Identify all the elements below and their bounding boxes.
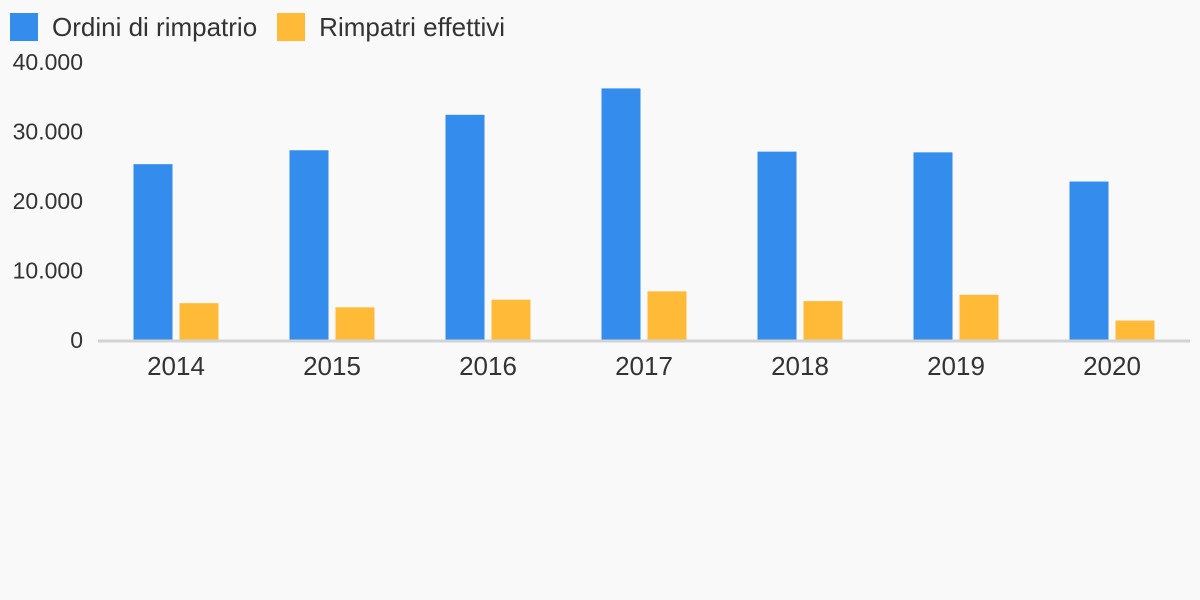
bar-ordini (913, 152, 953, 340)
bar-ordini (133, 164, 173, 340)
bar-ordini (757, 151, 797, 340)
bar-rimpatri (647, 291, 687, 340)
bar-ordini (1069, 181, 1109, 340)
bar-ordini (601, 88, 641, 340)
bar-ordini (289, 150, 329, 340)
legend-item-ordini: Ordini di rimpatrio (10, 12, 257, 43)
bar-ordini (445, 114, 485, 340)
x-tick-label: 2019 (927, 351, 985, 381)
bar-rimpatri (491, 299, 531, 340)
y-tick-label: 20.000 (13, 188, 83, 214)
legend-swatch-rimpatri (277, 13, 306, 41)
x-tick-label: 2016 (459, 351, 517, 381)
bar-rimpatri (1115, 320, 1155, 340)
bar-rimpatri (959, 294, 999, 340)
chart-legend: Ordini di rimpatrio Rimpatri effettivi (10, 10, 525, 44)
y-tick-label: 30.000 (13, 119, 83, 145)
x-tick-label: 2020 (1083, 351, 1141, 381)
y-tick-label: 40.000 (13, 49, 83, 75)
x-tick-label: 2017 (615, 351, 673, 381)
x-tick-label: 2015 (303, 351, 361, 381)
bar-rimpatri (803, 301, 843, 340)
y-tick-label: 10.000 (13, 258, 83, 284)
x-tick-label: 2018 (771, 351, 829, 381)
y-tick-label: 0 (70, 327, 83, 353)
legend-label-rimpatri: Rimpatri effettivi (319, 11, 506, 42)
legend-swatch-ordini (10, 13, 38, 41)
x-tick-label: 2014 (147, 351, 205, 381)
bar-rimpatri (335, 307, 375, 340)
legend-item-rimpatri: Rimpatri effettivi (277, 12, 505, 43)
bar-rimpatri (179, 303, 219, 340)
legend-label-ordini: Ordini di rimpatrio (52, 11, 258, 42)
